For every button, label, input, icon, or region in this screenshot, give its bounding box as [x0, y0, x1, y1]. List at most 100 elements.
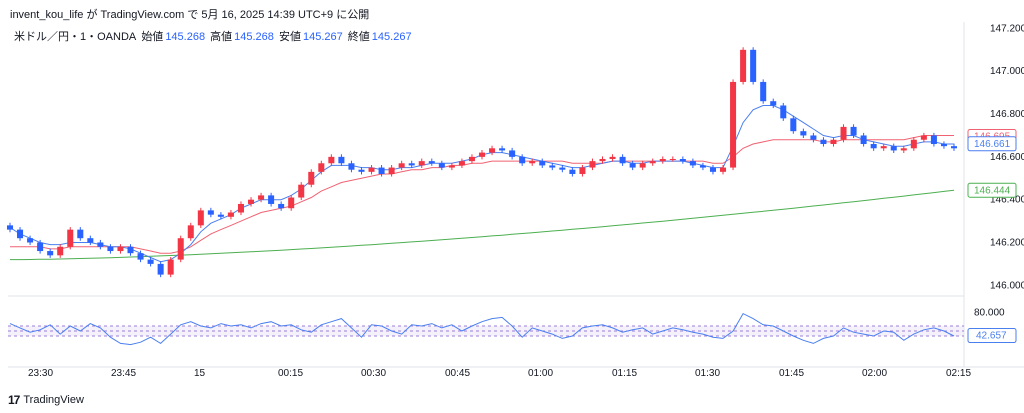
candle-body	[127, 246, 134, 254]
candle-body	[278, 203, 285, 209]
y-tick-label: 146.800	[990, 109, 1024, 120]
candle-body	[599, 159, 606, 162]
candle-body	[137, 253, 144, 260]
candle-body	[810, 135, 817, 140]
candle-body	[408, 163, 415, 166]
candle-body	[509, 150, 516, 157]
candle-body	[740, 49, 747, 82]
candle-body	[248, 199, 255, 204]
candle-body	[328, 156, 335, 164]
candle-body	[579, 167, 586, 174]
candle-body	[870, 144, 877, 149]
candle-body	[157, 263, 164, 275]
publish-info: invent_kou_life が TradingView.com で 5月 1…	[10, 6, 369, 22]
candle-body	[368, 167, 375, 172]
candle-body	[679, 159, 686, 162]
candle-body	[720, 167, 727, 172]
y-tick-label: 147.200	[990, 23, 1024, 34]
candle-body	[639, 163, 646, 168]
close-label: 終値	[347, 31, 370, 43]
y-tick-label: 146.000	[990, 280, 1024, 291]
candle-body	[468, 156, 475, 162]
x-tick-label: 01:15	[612, 368, 637, 379]
rsi-line	[9, 312, 955, 346]
x-tick-label: 23:30	[28, 368, 53, 379]
candle-body	[448, 165, 455, 168]
candle-body	[559, 167, 566, 170]
candle-body	[117, 246, 124, 252]
candle-body	[358, 169, 365, 172]
candle-body	[107, 246, 114, 252]
low-value: 145.267	[302, 31, 343, 43]
candle-body	[268, 195, 275, 204]
candle-body	[67, 229, 74, 247]
candle-body	[147, 259, 154, 264]
candle-body	[207, 210, 214, 215]
candle-body	[709, 167, 716, 172]
x-tick-label: 01:30	[695, 368, 720, 379]
candle-body	[177, 238, 184, 260]
close-value: 145.267	[371, 31, 412, 43]
open-label: 始値	[141, 31, 164, 43]
candle-body	[47, 251, 54, 256]
publish-line: invent_kou_life が TradingView.com で 5月 1…	[10, 9, 370, 21]
rsi-y-tick: 80.000	[974, 307, 1005, 318]
candle-body	[519, 156, 526, 164]
candle-body	[920, 135, 927, 140]
symbol-label: 米ドル／円・1・OANDA	[14, 31, 137, 43]
candle-body	[539, 161, 546, 166]
candle-body	[930, 135, 937, 145]
candle-body	[97, 242, 104, 247]
candle-body	[850, 126, 857, 136]
candle-body	[17, 229, 24, 239]
candle-body	[478, 152, 486, 157]
candle-body	[760, 81, 767, 102]
candle-body	[549, 165, 556, 168]
ma-mid-line	[10, 135, 954, 254]
candle-body	[308, 171, 315, 185]
candle-body	[689, 161, 696, 166]
tradingview-logo-icon: 17	[8, 393, 20, 407]
candle-body	[167, 259, 174, 275]
candle-body	[589, 161, 596, 168]
price-badge-label: 146.661	[974, 139, 1011, 150]
x-tick-label: 00:30	[361, 368, 386, 379]
candle-body	[57, 246, 64, 256]
candle-body	[910, 139, 917, 149]
candle-body	[830, 139, 837, 145]
candle-body	[860, 135, 867, 145]
rsi-band	[8, 326, 964, 336]
candle-body	[820, 139, 827, 145]
candle-body	[288, 197, 295, 209]
rsi-badge	[967, 328, 1017, 344]
brand-label[interactable]: TradingView	[23, 394, 84, 406]
candle-body	[6, 225, 14, 230]
candle-body	[438, 163, 445, 168]
candle-body	[669, 159, 676, 160]
candle-body	[890, 146, 897, 151]
candle-body	[348, 163, 355, 170]
candle-body	[77, 229, 84, 239]
x-tick-label: 02:15	[946, 368, 971, 379]
high-label: 高値	[210, 31, 233, 43]
x-tick-label: 00:15	[278, 368, 303, 379]
candle-body	[87, 238, 94, 243]
candle-body	[197, 210, 204, 226]
candle-body	[699, 165, 706, 168]
footer-brand: 17 TradingView	[8, 393, 84, 407]
ohlc-legend: 米ドル／円・1・OANDA 始値 145.268 高値 145.268 安値 145.…	[14, 28, 414, 44]
x-tick-label: 23:45	[111, 368, 136, 379]
x-tick-label: 15	[194, 368, 206, 379]
candle-body	[489, 148, 496, 153]
candle-body	[649, 161, 656, 164]
candle-body	[418, 161, 425, 166]
candle-body	[187, 225, 194, 239]
candle-body	[659, 159, 666, 162]
candle-body	[569, 169, 576, 174]
candle-body	[499, 148, 506, 151]
candle-body	[950, 146, 958, 149]
price-badge-ma_slow	[967, 182, 1017, 198]
candle-body	[388, 167, 395, 174]
x-tick-label: 01:45	[779, 368, 804, 379]
